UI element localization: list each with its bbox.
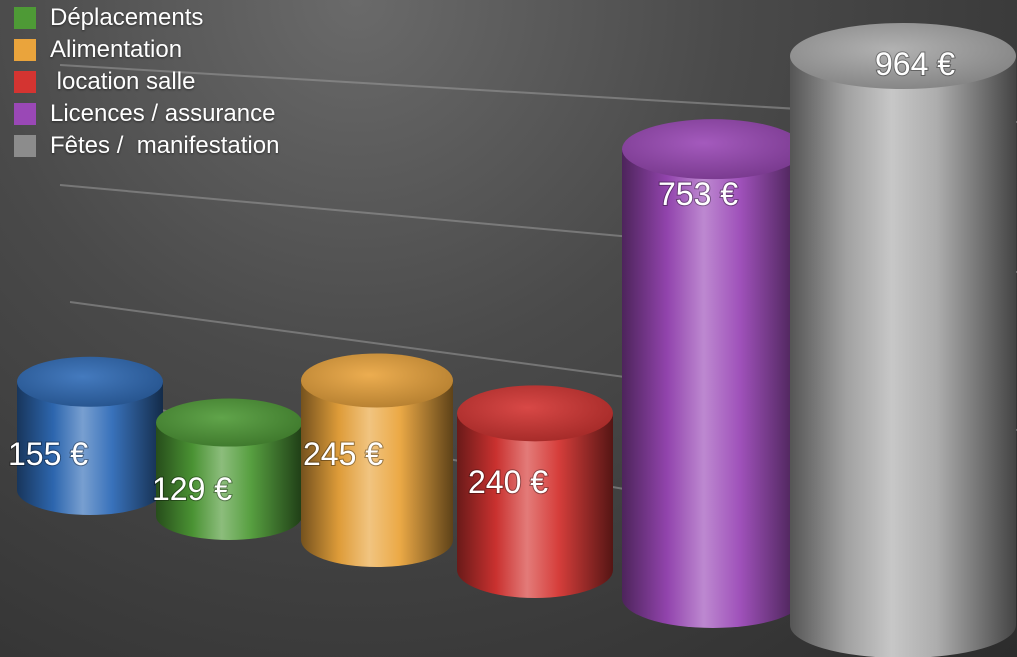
bar-top bbox=[301, 353, 453, 408]
legend-item-fetes-manifestation: Fêtes / manifestation bbox=[14, 130, 279, 162]
legend-item-deplacements: Déplacements bbox=[14, 2, 279, 34]
bar-body bbox=[156, 422, 302, 540]
bar-cylinder bbox=[790, 23, 1016, 657]
bar-cylinder bbox=[156, 398, 302, 540]
legend-item-location-salle: location salle bbox=[14, 66, 279, 98]
bar-cylinder bbox=[622, 119, 804, 628]
bar-cylinder bbox=[17, 356, 163, 515]
bar-top bbox=[790, 23, 1016, 90]
bar-cylinder bbox=[301, 353, 453, 567]
legend-swatch bbox=[14, 103, 36, 125]
bar-top bbox=[156, 398, 302, 447]
legend-swatch bbox=[14, 71, 36, 93]
legend-label: Déplacements bbox=[50, 4, 204, 31]
value-label: 240 € bbox=[468, 464, 548, 500]
bar-body bbox=[622, 149, 804, 628]
legend-swatch bbox=[14, 39, 36, 61]
legend-swatch bbox=[14, 7, 36, 29]
bar-cylinder bbox=[457, 385, 613, 598]
legend-item-alimentation: Alimentation bbox=[14, 34, 279, 66]
value-label: 245 € bbox=[303, 436, 383, 472]
legend-swatch bbox=[14, 135, 36, 157]
value-label: 155 € bbox=[8, 436, 88, 472]
bar-body bbox=[457, 413, 613, 598]
bar-body bbox=[17, 381, 163, 515]
bar-top bbox=[17, 356, 163, 407]
value-labels: 155 € 129 € 245 € 240 € 753 € 964 € bbox=[7, 45, 956, 508]
legend-label: location salle bbox=[50, 68, 196, 95]
legend-label: Fêtes / manifestation bbox=[50, 132, 280, 159]
bar-top bbox=[622, 119, 804, 180]
value-label: 753 € bbox=[658, 176, 738, 212]
legend: Déplacements Alimentation location salle… bbox=[14, 2, 279, 162]
legend-label: Alimentation bbox=[50, 36, 183, 63]
legend-item-licences-assurance: Licences / assurance bbox=[14, 98, 279, 130]
value-label: 964 € bbox=[875, 46, 955, 82]
legend-label: Licences / assurance bbox=[50, 100, 276, 127]
bar-body bbox=[301, 380, 453, 567]
value-label: 129 € bbox=[152, 471, 232, 507]
bar-body bbox=[790, 56, 1016, 657]
bar-series bbox=[17, 23, 1016, 657]
bar-top bbox=[457, 385, 613, 442]
